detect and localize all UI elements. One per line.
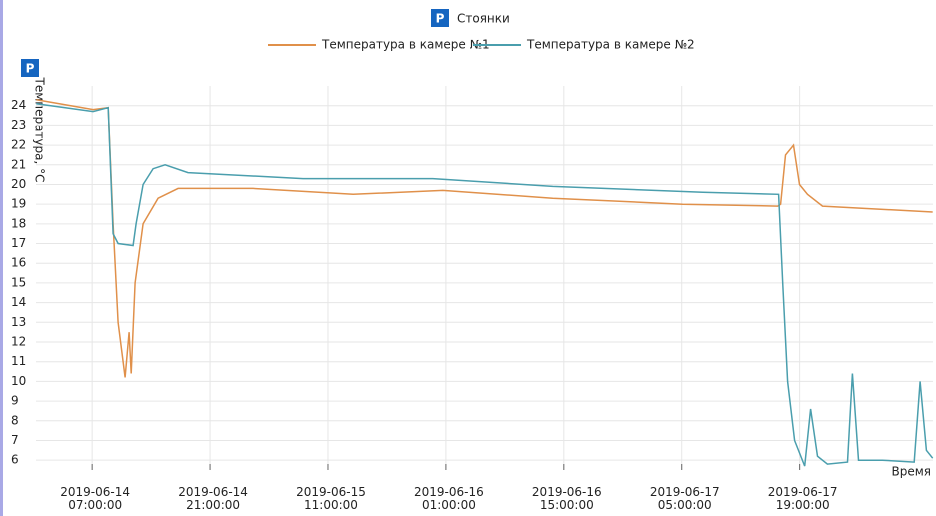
y-tick-label: 24 [11,98,26,112]
y-tick-label: 16 [11,256,26,270]
y-tick-label: 11 [11,354,26,368]
line-series [36,102,934,467]
x-tick-label: 2019-06-14 21:00:00 [178,485,248,512]
y-tick-label: 15 [11,275,26,289]
y-tick-label: 22 [11,138,26,152]
x-tick-label: 2019-06-15 11:00:00 [296,485,366,512]
y-tick-label: 17 [11,236,26,250]
x-tick-label: 2019-06-14 07:00:00 [60,485,131,512]
x-tick-label: 2019-06-17 19:00:00 [767,485,838,512]
parking-icon[interactable] [21,59,39,77]
legend-label: Температура в камере №1 [321,38,490,52]
y-tick-label: 10 [11,374,26,388]
y-tick-label: 19 [11,197,26,211]
y-tick-label: 7 [11,433,19,447]
x-axis-label: Время [891,465,931,479]
parking-icon-letter: P [436,12,445,26]
y-tick-label: 18 [11,216,26,230]
y-tick-label: 21 [11,157,26,171]
chart: P Стоянки P Температура, °C Время 6 7 8 9 10… [11,9,934,479]
y-tick-label: 20 [11,177,26,191]
y-axis-label: Температура, °C [33,76,47,182]
y-tick-label: 13 [11,315,26,329]
legend-label: Температура в камере №2 [526,38,695,52]
y-tick-label: 12 [11,335,26,349]
y-tick-label: 14 [11,295,26,309]
y-tick-label: 23 [11,118,26,132]
y-tick-label: 9 [11,394,19,408]
parking-icon[interactable] [431,9,449,27]
x-tick-label: 2019-06-16 01:00:00 [414,485,484,512]
y-tick-label: 8 [11,413,19,427]
line-series [36,99,933,378]
x-tick-label: 2019-06-16 15:00:00 [531,485,602,512]
parking-icon-letter: P [26,62,35,76]
top-legend[interactable]: Стоянки [457,12,510,26]
y-tick-label: 6 [11,453,19,467]
x-tick-label: 2019-06-17 05:00:00 [649,485,720,512]
